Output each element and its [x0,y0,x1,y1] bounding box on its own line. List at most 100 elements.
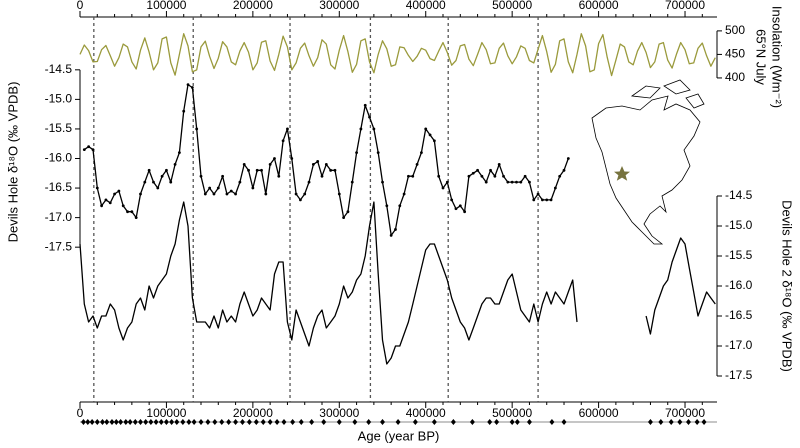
data-point [484,180,488,184]
date-marker [123,419,129,425]
data-point [333,168,337,172]
date-marker [132,419,138,425]
y-tick-label: -16.5 [725,308,753,322]
date-marker [336,419,342,425]
data-point [117,189,121,193]
date-marker [226,419,232,425]
data-point [523,174,527,178]
data-point [359,127,363,131]
y-tick-label: -15.5 [725,248,753,262]
data-point [320,174,324,178]
date-marker [309,419,315,425]
y-axis-title: Devils Hole δ¹⁸O (‰ VPDB) [5,82,20,243]
date-marker [260,419,266,425]
y-tick-label: 500 [725,23,745,37]
data-point [566,157,570,160]
data-point [528,180,531,184]
data-point [337,192,341,196]
data-point [372,127,376,131]
data-point [480,174,484,178]
data-point [273,157,276,160]
data-point [234,192,237,196]
data-point [471,171,475,175]
y-tick-label: -15.5 [45,121,73,135]
data-point [420,151,423,154]
date-marker [549,419,555,425]
data-point [294,192,298,196]
date-marker [469,419,475,425]
data-point [87,145,91,149]
data-point [299,198,302,202]
data-point [286,127,289,131]
date-marker [526,419,532,425]
arctic-islands [630,79,705,109]
date-marker [239,419,245,425]
x-tick-label: 600000 [579,0,619,12]
data-point [139,192,142,196]
y-tick-label: -16.0 [725,278,753,292]
data-point [229,189,233,193]
date-marker [233,419,239,425]
date-marker [186,419,192,425]
data-point [502,174,505,178]
data-point [216,186,220,190]
data-point [476,168,479,172]
x-tick-label: 500000 [492,406,532,420]
data-point [389,233,393,237]
date-marker [561,419,567,425]
x-tick-label: 200000 [233,0,273,12]
date-marker [395,419,401,425]
data-point [134,216,138,220]
data-point [350,180,354,184]
data-line [83,83,569,237]
date-marker [352,419,358,425]
date-marker [138,419,144,425]
y-axis-title: Devils Hole 2 δ¹⁸O (‰ VPDB) [780,200,795,372]
data-point [260,168,263,172]
data-point [182,109,186,113]
x-tick-label: 100000 [146,0,186,12]
data-point [95,186,99,190]
x-tick-label: 400000 [406,0,446,12]
y-axis-title: 65°N July [754,29,769,85]
date-marker [494,419,500,425]
data-point [549,198,553,202]
y-tick-label: -17.0 [725,338,753,352]
date-marker [647,419,653,425]
date-marker [104,419,110,425]
data-point [255,168,259,172]
date-marker [80,419,86,425]
x-tick-label: 700000 [665,0,705,12]
data-point [432,139,436,143]
date-marker [431,419,437,425]
data-point [402,192,406,196]
data-point [186,83,190,87]
x-tick-label: 200000 [233,406,273,420]
data-point [203,192,207,196]
data-point [91,148,95,152]
data-point [104,198,108,202]
data-point [156,186,160,190]
data-point [130,210,134,214]
x-tick-label: 300000 [319,0,359,12]
data-point [100,204,104,208]
data-point [368,115,371,119]
date-marker [668,419,674,425]
date-marker [219,419,225,425]
data-point [121,204,125,208]
date-marker [509,419,515,425]
data-point [281,139,285,143]
data-point [385,204,389,208]
date-marker [180,419,186,425]
data-point [541,198,544,202]
data-point [532,198,536,202]
date-marker [658,419,664,425]
data-point [108,201,112,205]
date-marker [290,419,296,425]
data-point [290,157,294,160]
y-tick-label: -17.5 [45,239,73,253]
data-point [445,180,449,184]
data-point [394,228,397,231]
data-point [553,186,557,190]
date-marker [677,419,683,425]
